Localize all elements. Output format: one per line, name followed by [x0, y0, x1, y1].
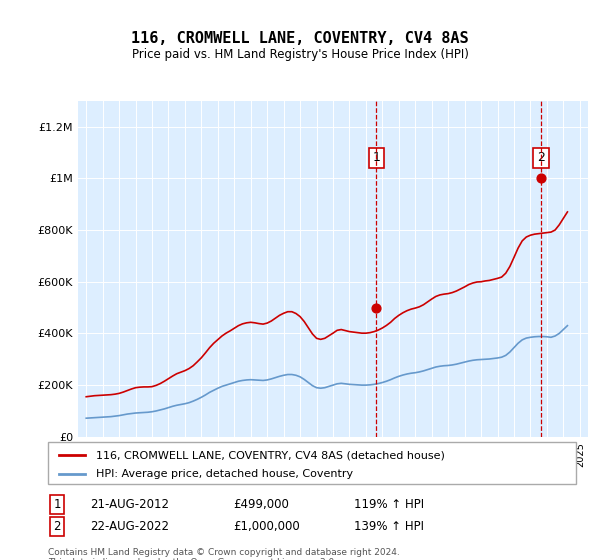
Point — [536, 174, 546, 183]
Text: Contains HM Land Registry data © Crown copyright and database right 2024.
This d: Contains HM Land Registry data © Crown c… — [48, 548, 400, 560]
Text: 116, CROMWELL LANE, COVENTRY, CV4 8AS (detached house): 116, CROMWELL LANE, COVENTRY, CV4 8AS (d… — [95, 450, 445, 460]
Text: 139% ↑ HPI: 139% ↑ HPI — [354, 520, 424, 533]
Text: 22-AUG-2022: 22-AUG-2022 — [90, 520, 169, 533]
Text: £499,000: £499,000 — [233, 498, 289, 511]
Text: 21-AUG-2012: 21-AUG-2012 — [90, 498, 169, 511]
Text: 119% ↑ HPI: 119% ↑ HPI — [354, 498, 424, 511]
Text: 2: 2 — [53, 520, 61, 533]
Point — [371, 304, 381, 312]
FancyBboxPatch shape — [48, 442, 576, 484]
Text: Price paid vs. HM Land Registry's House Price Index (HPI): Price paid vs. HM Land Registry's House … — [131, 48, 469, 60]
Text: £1,000,000: £1,000,000 — [233, 520, 299, 533]
Text: 116, CROMWELL LANE, COVENTRY, CV4 8AS: 116, CROMWELL LANE, COVENTRY, CV4 8AS — [131, 31, 469, 46]
Text: HPI: Average price, detached house, Coventry: HPI: Average price, detached house, Cove… — [95, 469, 353, 479]
Text: 1: 1 — [53, 498, 61, 511]
Text: 2: 2 — [537, 151, 545, 165]
Text: 1: 1 — [373, 151, 380, 165]
